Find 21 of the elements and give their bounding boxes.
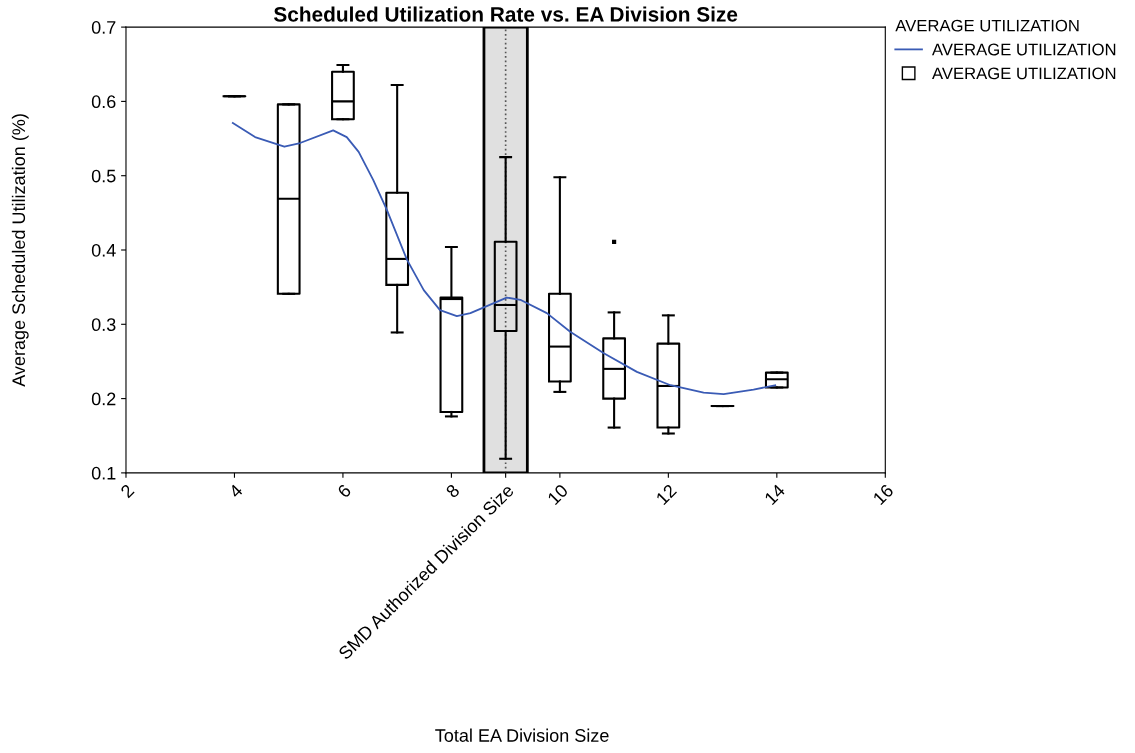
x-tick-label: 16 [872, 483, 895, 506]
legend-label: AVERAGE UTILIZATION [932, 67, 1116, 80]
y-tick-label: 0.7 [91, 21, 116, 34]
y-tick-label: 0.4 [91, 243, 116, 257]
x-axis-title: Total EA Division Size [435, 728, 609, 742]
legend-label: AVERAGE UTILIZATION [932, 43, 1116, 56]
y-axis-title: Average Scheduled Utilization (%) [11, 114, 29, 387]
x-tick-label: 8 [445, 483, 461, 499]
y-tick-label: 0.6 [91, 95, 116, 109]
x-tick-label: 12 [655, 483, 677, 506]
y-tick-label: 0.1 [91, 466, 116, 480]
y-tick-label: 0.3 [91, 318, 116, 332]
legend-title: AVERAGE UTILIZATION [895, 19, 1079, 32]
chart-title: Scheduled Utilization Rate vs. EA Division Size [273, 6, 738, 22]
y-tick-label: 0.5 [91, 169, 116, 183]
x-tick-label: 6 [336, 483, 352, 499]
x-tick-label: 2 [119, 483, 135, 499]
x-tick-label: 14 [764, 483, 786, 506]
x-tick-label: 10 [546, 483, 569, 506]
x-tick-label: 4 [228, 483, 244, 499]
y-tick-label: 0.2 [91, 392, 116, 406]
